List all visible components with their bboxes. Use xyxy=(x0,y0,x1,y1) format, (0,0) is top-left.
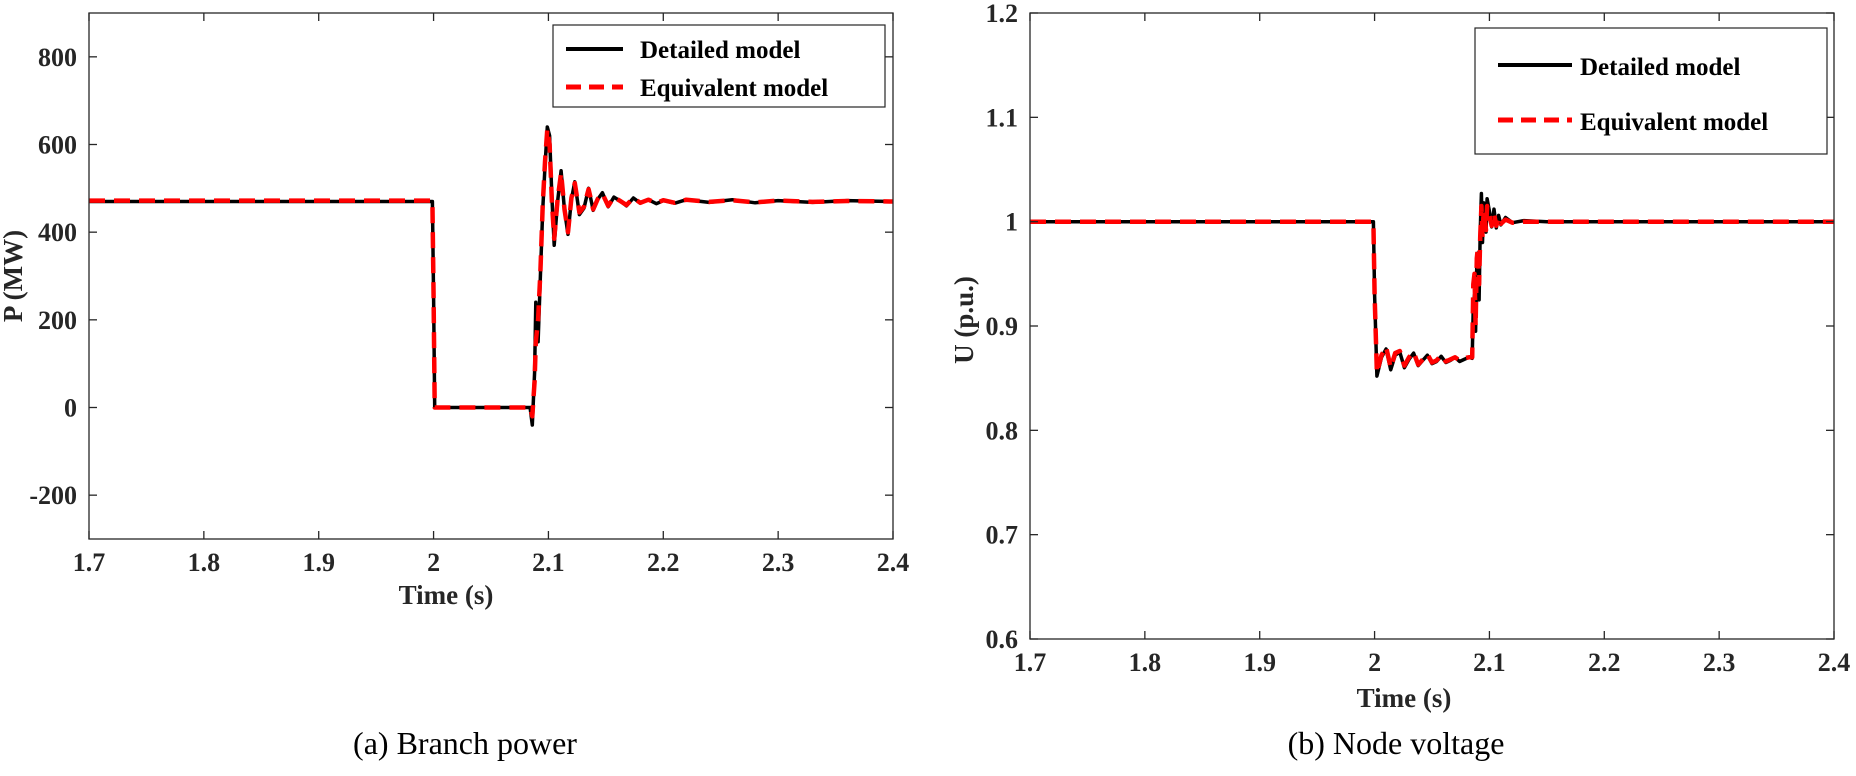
legend: Detailed model Equivalent model xyxy=(552,24,886,108)
x-tick-label: 2 xyxy=(1368,648,1381,677)
y-tick-label: 200 xyxy=(38,306,77,335)
y-axis-ticks: 0.6 0.7 0.8 0.9 1 1.1 1.2 xyxy=(986,0,1834,654)
y-tick-label: 800 xyxy=(38,43,77,72)
x-tick-label: 2.3 xyxy=(762,548,795,577)
y-axis-ticks: -200 0 200 400 600 800 xyxy=(29,43,893,510)
x-tick-label: 1.8 xyxy=(1129,648,1162,677)
x-axis-ticks: 1.7 1.8 1.9 2 2.1 2.2 2.3 2.4 xyxy=(73,13,910,577)
caption-branch-power: (a) Branch power xyxy=(353,725,577,761)
y-tick-label: 1.1 xyxy=(986,103,1019,132)
x-tick-label: 2.1 xyxy=(1473,648,1506,677)
y-tick-label: -200 xyxy=(29,481,77,510)
x-tick-label: 1.9 xyxy=(1243,648,1276,677)
x-axis-label: Time (s) xyxy=(399,580,494,610)
y-tick-label: 0.6 xyxy=(986,625,1019,654)
legend-box xyxy=(1474,27,1828,155)
series-line-equivalent-model xyxy=(89,126,894,419)
chart-panel-node-voltage: 1.7 1.8 1.9 2 2.1 2.2 2.3 2.4 0.60.70.80.911.11… xyxy=(949,0,1850,761)
caption-node-voltage: (b) Node voltage xyxy=(1288,725,1505,761)
y-tick-label: 0 xyxy=(64,394,77,423)
y-axis-label: U (p.u.) xyxy=(949,276,979,364)
x-tick-label: 1.7 xyxy=(1014,648,1047,677)
y-tick-label: 0.7 xyxy=(986,521,1019,550)
x-axis-label: Time (s) xyxy=(1357,683,1452,713)
x-tick-label: 2.2 xyxy=(1588,648,1621,677)
legend-label-equivalent: Equivalent model xyxy=(640,75,828,102)
legend-label-equivalent: Equivalent model xyxy=(1580,109,1768,136)
x-tick-label: 2 xyxy=(427,548,440,577)
x-tick-label: 1.9 xyxy=(302,548,335,577)
legend-label-detailed: Detailed model xyxy=(1580,54,1740,81)
x-tick-label: 2.4 xyxy=(1818,648,1851,677)
x-tick-label: 2.4 xyxy=(877,548,910,577)
x-tick-label: 1.8 xyxy=(188,548,221,577)
x-tick-label: 2.2 xyxy=(647,548,680,577)
y-tick-label: 1 xyxy=(1005,208,1018,237)
y-tick-label: 0.8 xyxy=(986,416,1019,445)
legend: Detailed model Equivalent model xyxy=(1474,27,1828,155)
axes-box xyxy=(88,12,894,540)
y-tick-label: 600 xyxy=(38,131,77,160)
x-tick-label: 2.1 xyxy=(532,548,565,577)
y-tick-label: 1.2 xyxy=(986,0,1019,28)
x-tick-label: 1.7 xyxy=(73,548,106,577)
x-tick-label: 2.3 xyxy=(1703,648,1736,677)
legend-box xyxy=(552,24,886,108)
y-axis-label: P (MW) xyxy=(0,230,28,322)
series-group xyxy=(1030,191,1834,378)
legend-label-detailed: Detailed model xyxy=(640,37,800,64)
y-tick-label: 0.9 xyxy=(986,312,1019,341)
x-axis-ticks: 1.7 1.8 1.9 2 2.1 2.2 2.3 2.4 xyxy=(1014,13,1851,677)
series-group xyxy=(89,125,894,427)
y-tick-label: 400 xyxy=(38,218,77,247)
series-line-equivalent-model xyxy=(1030,203,1834,376)
chart-panel-branch-power: 1.7 1.8 1.9 2 2.1 2.2 2.3 2.4 -200 0 200 400 600 800… xyxy=(0,12,910,761)
